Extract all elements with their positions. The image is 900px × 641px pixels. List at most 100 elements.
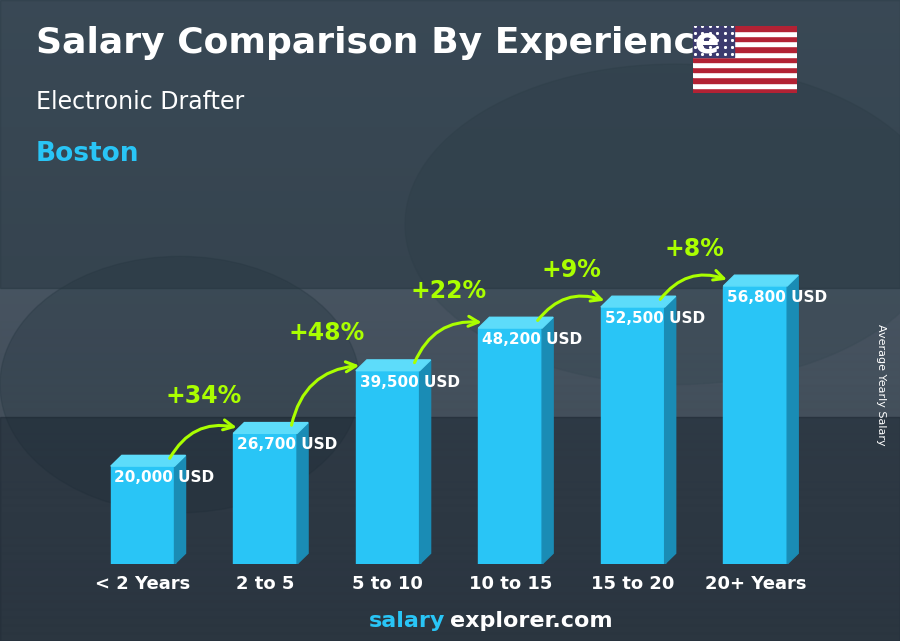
Bar — [0, 385, 900, 392]
Bar — [0, 465, 900, 473]
Bar — [0, 449, 900, 456]
Bar — [0, 224, 900, 233]
Bar — [0, 513, 900, 520]
Text: +9%: +9% — [542, 258, 601, 282]
Bar — [0, 184, 900, 192]
Bar — [0, 216, 900, 224]
Bar — [0, 56, 900, 64]
Polygon shape — [419, 360, 430, 564]
Bar — [693, 51, 796, 56]
Bar — [0, 401, 900, 409]
Bar — [0, 577, 900, 585]
Bar — [693, 62, 796, 67]
Bar — [0, 520, 900, 529]
Bar — [693, 56, 796, 62]
Bar — [0, 160, 900, 168]
Text: 56,800 USD: 56,800 USD — [727, 290, 827, 305]
Bar — [693, 31, 796, 36]
Bar — [0, 200, 900, 208]
Bar — [0, 488, 900, 497]
Bar — [0, 24, 900, 32]
Bar — [0, 48, 900, 56]
Polygon shape — [111, 455, 185, 466]
Bar — [0, 281, 900, 288]
Bar — [0, 320, 900, 328]
Bar — [0, 264, 900, 272]
Bar — [693, 78, 796, 83]
Polygon shape — [724, 275, 798, 286]
Bar — [0, 153, 900, 160]
Bar — [0, 233, 900, 240]
Bar — [0, 561, 900, 569]
Bar — [0, 121, 900, 128]
Bar — [0, 144, 900, 153]
Bar — [693, 46, 796, 51]
Bar — [0, 505, 900, 513]
Polygon shape — [233, 433, 297, 564]
Polygon shape — [297, 422, 308, 564]
Bar — [0, 345, 900, 353]
Ellipse shape — [0, 256, 360, 513]
Bar — [693, 36, 796, 41]
Bar — [0, 8, 900, 16]
Polygon shape — [479, 328, 542, 564]
Polygon shape — [788, 275, 798, 564]
Text: +22%: +22% — [411, 279, 487, 303]
Bar — [0, 441, 900, 449]
Bar — [0, 409, 900, 417]
Ellipse shape — [405, 64, 900, 385]
Bar — [693, 67, 796, 72]
Bar — [0, 473, 900, 481]
Bar — [0, 417, 900, 424]
Bar — [0, 112, 900, 121]
Text: 26,700 USD: 26,700 USD — [237, 437, 338, 453]
Bar — [693, 26, 734, 56]
Polygon shape — [664, 296, 676, 564]
Bar — [0, 104, 900, 112]
Bar — [0, 288, 900, 296]
Bar — [0, 456, 900, 465]
Text: 20,000 USD: 20,000 USD — [114, 470, 214, 485]
Bar — [0, 136, 900, 144]
Bar — [0, 72, 900, 80]
Bar — [0, 625, 900, 633]
Polygon shape — [111, 466, 175, 564]
Bar — [0, 0, 900, 288]
Bar — [0, 553, 900, 561]
Text: +8%: +8% — [664, 237, 724, 261]
Bar — [0, 80, 900, 88]
Bar — [0, 40, 900, 48]
Bar — [0, 497, 900, 505]
Bar — [0, 248, 900, 256]
Polygon shape — [601, 296, 676, 307]
Bar — [0, 176, 900, 184]
Polygon shape — [175, 455, 185, 564]
Bar — [0, 392, 900, 401]
Polygon shape — [356, 360, 430, 370]
Bar — [0, 376, 900, 385]
Polygon shape — [724, 286, 788, 564]
Bar — [0, 64, 900, 72]
Bar — [0, 537, 900, 545]
Bar — [0, 313, 900, 320]
Bar — [0, 16, 900, 24]
Bar — [0, 545, 900, 553]
Bar — [693, 88, 796, 93]
Bar — [0, 128, 900, 137]
Bar — [0, 633, 900, 641]
Text: Average Yearly Salary: Average Yearly Salary — [877, 324, 886, 445]
Bar — [0, 96, 900, 104]
Polygon shape — [479, 317, 554, 328]
Text: +48%: +48% — [288, 321, 364, 345]
Polygon shape — [233, 422, 308, 433]
Bar — [0, 417, 900, 641]
Bar — [0, 168, 900, 176]
Bar — [0, 240, 900, 248]
Polygon shape — [601, 307, 664, 564]
Text: Salary Comparison By Experience: Salary Comparison By Experience — [36, 26, 719, 60]
Bar — [0, 88, 900, 96]
Polygon shape — [356, 370, 419, 564]
Bar — [0, 569, 900, 577]
Bar — [693, 41, 796, 46]
Text: 48,200 USD: 48,200 USD — [482, 332, 582, 347]
